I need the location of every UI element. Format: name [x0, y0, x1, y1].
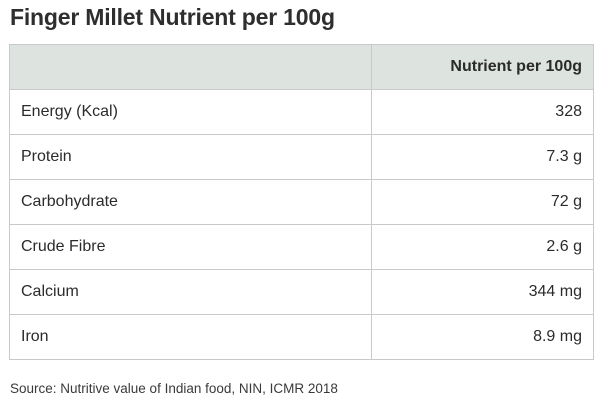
- row-name-calcium: Calcium: [9, 269, 372, 315]
- nutrient-table: Nutrient per 100g Energy (Kcal) 328 Prot…: [9, 44, 594, 360]
- table-row: Carbohydrate 72 g: [9, 179, 594, 225]
- source-note: Source: Nutritive value of Indian food, …: [10, 381, 338, 396]
- table-row: Calcium 344 mg: [9, 269, 594, 315]
- row-name-energy: Energy (Kcal): [9, 89, 372, 135]
- row-name-carbohydrate: Carbohydrate: [9, 179, 372, 225]
- page-title: Finger Millet Nutrient per 100g: [10, 4, 335, 30]
- header-cell-amount: Nutrient per 100g: [371, 44, 594, 90]
- table-row: Protein 7.3 g: [9, 134, 594, 180]
- table-header-row: Nutrient per 100g: [9, 44, 594, 90]
- row-value-crude-fibre: 2.6 g: [371, 224, 594, 270]
- row-name-protein: Protein: [9, 134, 372, 180]
- header-cell-nutrient: [9, 44, 372, 90]
- row-value-iron: 8.9 mg: [371, 314, 594, 360]
- table-row: Iron 8.9 mg: [9, 314, 594, 360]
- table-row: Crude Fibre 2.6 g: [9, 224, 594, 270]
- row-name-crude-fibre: Crude Fibre: [9, 224, 372, 270]
- row-value-calcium: 344 mg: [371, 269, 594, 315]
- row-value-protein: 7.3 g: [371, 134, 594, 180]
- row-name-iron: Iron: [9, 314, 372, 360]
- row-value-carbohydrate: 72 g: [371, 179, 594, 225]
- row-value-energy: 328: [371, 89, 594, 135]
- table-row: Energy (Kcal) 328: [9, 89, 594, 135]
